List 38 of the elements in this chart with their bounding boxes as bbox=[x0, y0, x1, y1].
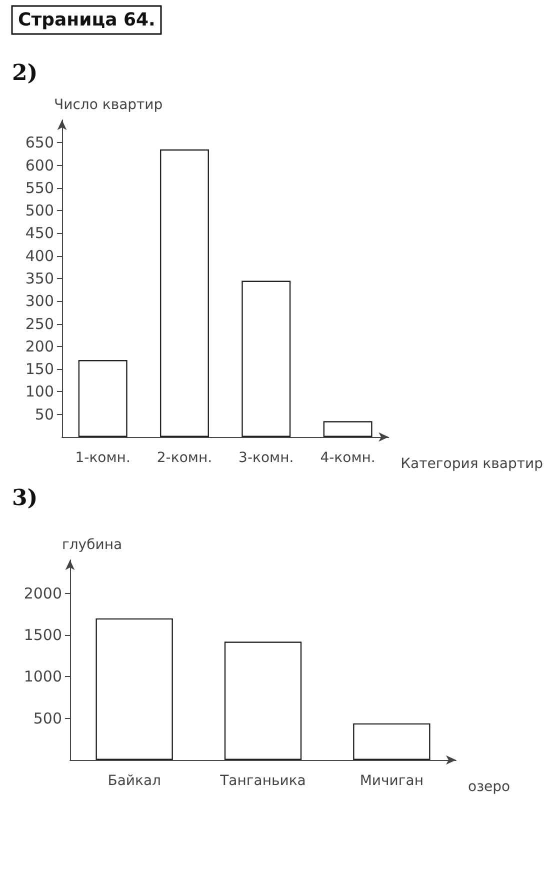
y-axis-title: глубина bbox=[62, 537, 122, 553]
bar bbox=[353, 723, 430, 760]
x-tick-label: 1-комн. bbox=[75, 450, 130, 466]
bar bbox=[78, 360, 128, 437]
x-tick-label: Мичиган bbox=[360, 773, 424, 789]
bar bbox=[242, 280, 291, 437]
text: 3) bbox=[12, 485, 38, 511]
bar bbox=[96, 618, 173, 760]
y-tick-label: 550 bbox=[25, 178, 54, 197]
bar bbox=[160, 149, 209, 437]
y-tick-label: 650 bbox=[25, 134, 54, 152]
y-tick-label: 400 bbox=[25, 246, 54, 265]
y-tick-label: 1500 bbox=[24, 626, 62, 644]
x-tick-label: 2-комн. bbox=[156, 450, 212, 466]
chart-title: Страница 64. bbox=[18, 10, 156, 30]
x-tick-label: 3-комн. bbox=[238, 450, 294, 466]
y-axis-title: Число квартир bbox=[54, 97, 163, 113]
bar bbox=[224, 642, 302, 760]
x-tick-label: Танганьика bbox=[219, 773, 306, 789]
text: 2) bbox=[12, 60, 38, 86]
y-tick-label: 250 bbox=[25, 314, 54, 333]
y-tick-label: 150 bbox=[25, 360, 54, 378]
bar bbox=[323, 421, 372, 437]
y-tick-label: 350 bbox=[25, 270, 54, 288]
y-tick-label: 500 bbox=[25, 202, 54, 220]
y-tick-label: 300 bbox=[25, 292, 54, 310]
y-tick-label: 50 bbox=[34, 405, 54, 424]
y-tick-label: 500 bbox=[33, 709, 62, 728]
y-tick-label: 100 bbox=[25, 382, 54, 401]
y-tick-label: 600 bbox=[25, 156, 54, 174]
y-tick-label: 2000 bbox=[24, 584, 62, 602]
y-tick-label: 1000 bbox=[24, 668, 62, 686]
x-tick-label: Байкал bbox=[108, 773, 161, 789]
x-axis-title: Категория квартир bbox=[400, 456, 544, 472]
y-tick-label: 450 bbox=[25, 224, 54, 242]
x-axis-title: озеро bbox=[468, 779, 510, 795]
x-tick-label: 4-комн. bbox=[320, 450, 376, 466]
y-tick-label: 200 bbox=[25, 337, 54, 356]
